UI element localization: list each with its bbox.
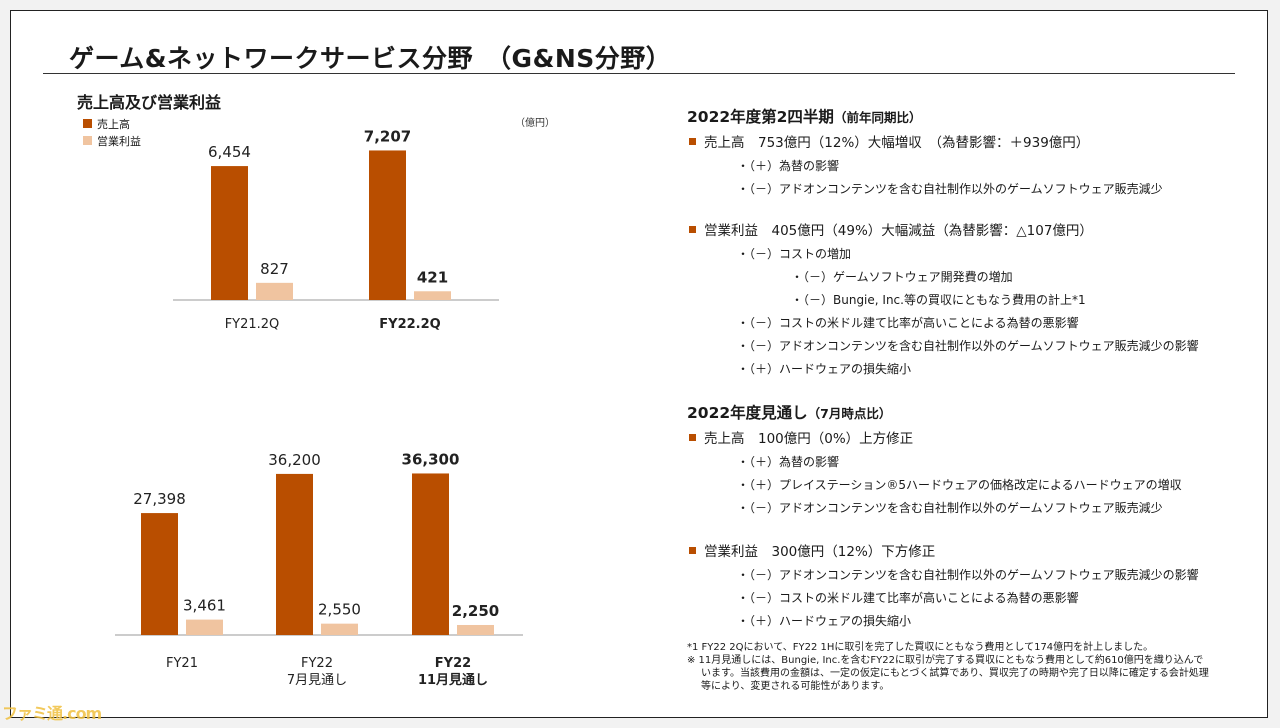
forecast-sales-text: 売上高 100億円（0%）上方修正 (704, 431, 914, 447)
q2-op-item: ・（－）アドオンコンテンツを含む自社制作以外のゲームソフトウェア販売減少の影響 (737, 339, 1199, 353)
chart-annual: 27,398 3,461 FY21 36,200 2,550 FY22 7月見通し 36,30… (115, 450, 523, 688)
bullet-square (689, 137, 696, 145)
chart-section-title: 売上高及び営業利益 (77, 93, 222, 112)
bar-sales (412, 473, 449, 635)
q2-heading: 2022年度第2四半期（前年同期比） (687, 105, 1257, 127)
footnotes: *1 FY22 2Qにおいて、FY22 1Hに取引を完了した買収にともなう費用と… (687, 641, 1247, 693)
data-label: 7,207 (364, 127, 411, 145)
legend-swatch-sales (83, 119, 92, 128)
chart-legend: 売上高 営業利益 (83, 115, 141, 149)
forecast-heading: 2022年度見通し（7月時点比） (687, 401, 1257, 423)
forecast-op-item: ・（－）アドオンコンテンツを含む自社制作以外のゲームソフトウェア販売減少の影響 (737, 568, 1199, 582)
forecast-sales-line: 売上高 100億円（0%）上方修正 (687, 427, 1257, 447)
forecast-sales-item: ・（＋）プレイステーション®5ハードウェアの価格改定によるハードウェアの増収 (737, 478, 1182, 492)
category-label: FY22 (301, 656, 333, 671)
category-label: 7月見通し (287, 673, 347, 688)
forecast-op-item: ・（＋）ハードウェアの損失縮小 (737, 614, 912, 628)
legend-label-op-income: 営業利益 (97, 134, 141, 148)
forecast-heading-text: 2022年度見通し (687, 404, 808, 422)
data-label: 36,300 (402, 450, 460, 468)
chart-quarterly: 6,454 827 FY21.2Q 7,207 421 FY22.2Q (173, 127, 499, 332)
q2-op-item: ・（＋）ハードウェアの損失縮小 (737, 362, 912, 376)
legend-swatch-op-income (83, 136, 92, 145)
chart-unit-label: （億円） (515, 118, 555, 129)
q2-sales-line: 売上高 753億円（12%）大幅増収 （為替影響：＋939億円） (687, 131, 1257, 151)
bullet-square (689, 225, 696, 233)
category-label: FY22 (435, 656, 471, 671)
title-divider (43, 73, 1235, 74)
data-label: 2,250 (452, 602, 499, 620)
bar-sales (369, 150, 406, 300)
bar-op-income (256, 282, 293, 300)
category-label: FY22.2Q (379, 317, 440, 332)
forecast-sales-item: ・（＋）為替の影響 (737, 455, 840, 469)
slide-title: ゲーム&ネットワークサービス分野 （G&NS分野） (69, 44, 672, 73)
q2-op-line: 営業利益 405億円（49%）大幅減益（為替影響：△107億円） (687, 219, 1257, 239)
forecast-heading-note: （7月時点比） (807, 406, 892, 421)
q2-op-item: ・（－）コストの米ドル建て比率が高いことによる為替の悪影響 (737, 316, 1079, 330)
bullet-square (689, 546, 696, 554)
bar-op-income (414, 291, 451, 300)
data-label: 36,200 (268, 451, 321, 469)
bar-sales (211, 166, 248, 300)
q2-op-text: 営業利益 405億円（49%）大幅減益（為替影響：△107億円） (704, 223, 1093, 239)
bar-op-income (186, 619, 223, 635)
bullet-square (689, 433, 696, 441)
q2-op-item: ・（－）コストの増加 (737, 247, 852, 261)
bar-sales (276, 473, 313, 635)
q2-sales-text: 売上高 753億円（12%）大幅増収 （為替影響：＋939億円） (704, 135, 1090, 151)
category-label: 11月見通し (418, 672, 488, 688)
bar-sales (141, 513, 178, 635)
data-label: 27,398 (133, 490, 186, 508)
data-label: 2,550 (318, 601, 361, 619)
legend-label-sales: 売上高 (97, 117, 130, 131)
category-label: FY21.2Q (225, 317, 280, 332)
commentary-panel: 2022年度第2四半期（前年同期比） 売上高 753億円（12%）大幅増収 （為… (687, 105, 1257, 629)
footnote-1: *1 FY22 2Qにおいて、FY22 1Hに取引を完了した買収にともなう費用と… (687, 642, 1154, 653)
data-label: 421 (417, 268, 448, 286)
q2-op-subitem: ・（－）ゲームソフトウェア開発費の増加 (791, 270, 1013, 284)
q2-heading-text: 2022年度第2四半期 (687, 108, 834, 126)
forecast-op-item: ・（－）コストの米ドル建て比率が高いことによる為替の悪影響 (737, 591, 1079, 605)
data-label: 827 (260, 260, 289, 278)
q2-op-subitem: ・（－）Bungie, Inc.等の買収にともなう費用の計上*1 (791, 293, 1086, 307)
legend-item-op-income: 営業利益 (83, 132, 141, 149)
footnote-2-cont: 等により、変更される可能性があります。 (701, 681, 890, 692)
data-label: 6,454 (208, 143, 251, 161)
forecast-sales-item: ・（－）アドオンコンテンツを含む自社制作以外のゲームソフトウェア販売減少 (737, 501, 1163, 515)
data-label: 3,461 (183, 597, 226, 615)
watermark-logo: ファミ通.com (2, 704, 102, 723)
forecast-op-line: 営業利益 300億円（12%）下方修正 (687, 540, 1257, 560)
q2-heading-note: （前年同期比） (833, 110, 922, 125)
category-label: FY21 (166, 656, 198, 671)
forecast-op-text: 営業利益 300億円（12%）下方修正 (704, 544, 936, 560)
bar-op-income (321, 623, 358, 635)
footnote-2-cont: います。当該費用の金額は、一定の仮定にもとづく試算であり、買収完了の時期や完了日… (701, 668, 1209, 679)
legend-item-sales: 売上高 (83, 115, 141, 132)
slide: ゲーム&ネットワークサービス分野 （G&NS分野） 売上高及び営業利益 売上高 … (10, 10, 1268, 718)
q2-sales-item: ・（＋）為替の影響 (737, 159, 840, 173)
footnote-2: ※ 11月見通しには、Bungie, Inc.を含むFY22に取引が完了する買収… (687, 655, 1204, 666)
bar-op-income (457, 624, 494, 635)
q2-sales-item: ・（－）アドオンコンテンツを含む自社制作以外のゲームソフトウェア販売減少 (737, 182, 1163, 196)
